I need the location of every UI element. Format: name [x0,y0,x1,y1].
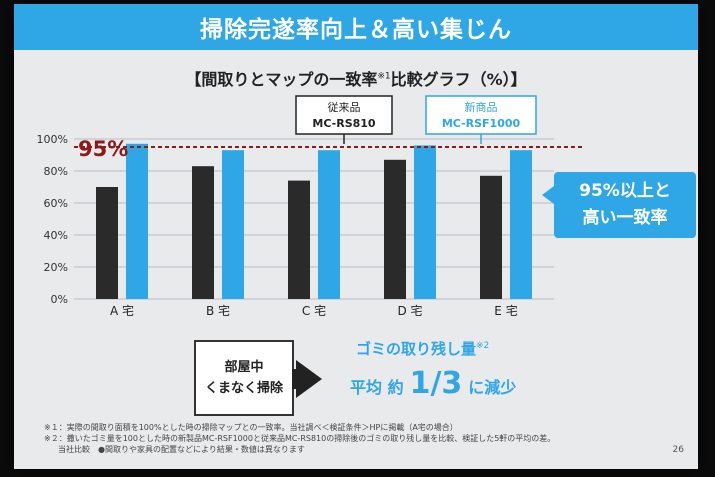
y-tick-label: 60% [44,197,68,210]
reduce-value: 1/3 [409,366,463,401]
x-tick-label: C 宅 [302,303,326,318]
feature-box: 部屋中 くまなく掃除 [194,340,294,416]
bar-new-model [222,150,244,299]
x-tick-label: D 宅 [397,303,422,318]
page-number: 26 [672,445,684,455]
footnote-2: ※２：撒いたゴミ量を100とした時の新製品MC-RSF1000と従来品MC-RS… [44,434,556,443]
bar-old-model [96,187,118,299]
chart-title-note: ※1 [377,71,391,82]
chart-title: 【間取りとマップの一致率※1比較グラフ（%）】 [14,66,698,90]
legend-old-model-line1: 従来品 [328,101,361,114]
y-tick-label: 20% [44,261,68,274]
callout-line2: 高い一致率 [582,208,668,228]
chart-title-tail: 比較グラフ（%）】 [390,70,527,89]
bar-new-model [510,150,532,299]
legend-old-model-line2: MC-RS810 [312,117,376,130]
bar-chart: 0% 20% 40% 60% 80% 100% A 宅 B 宅 C 宅 D 宅 E 宅 95% 従来品 M… [37,95,582,318]
reduce-text: 平均 約 1/3 に減少 [350,366,516,401]
slide-title: 掃除完遂率向上＆高い集じん [200,17,512,43]
y-tick-label: 100% [37,133,68,146]
callout-box: 95%以上と 高い一致率 [542,172,696,238]
footnote-3: 当社比較 ●間取りや家具の配置などにより結果・数値は異なります [58,445,305,454]
bar-old-model [192,166,214,299]
y-tick-label: 0% [51,293,68,306]
bar-old-model [480,175,502,299]
chart-title-main: 【間取りとマップの一致率 [185,70,378,89]
bar-new-model [414,145,436,299]
right-arrow-icon [296,360,322,398]
x-tick-label: E 宅 [494,303,517,318]
reduce-prefix: 平均 約 [350,378,404,397]
legend-old-model-box [295,95,393,135]
legend-new-model-line1: 新商品 [465,100,498,114]
slide: 掃除完遂率向上＆高い集じん 【間取りとマップの一致率※1比較グラフ（%）】 0%… [14,4,698,469]
footnote-1: ※１：実際の間取り面積を100%とした時の掃除マップとの一致率。当社調べ＜検証条… [44,423,458,432]
bar-old-model [384,159,406,299]
gomi-note: ※2 [476,341,490,351]
legend-new-model-line2: MC-RSF1000 [442,117,521,130]
title-bar: 掃除完遂率向上＆高い集じん [14,4,698,50]
x-tick-label: B 宅 [206,303,230,318]
reduce-suffix: に減少 [468,378,517,397]
gomi-label: ゴミの取り残し量※2 [356,338,489,359]
threshold-label: 95% [78,137,128,161]
feature-line1: 部屋中 [224,360,264,375]
y-tick-label: 80% [44,165,68,178]
feature-line2: くまなく掃除 [204,381,283,396]
footnotes: ※１：実際の間取り面積を100%とした時の掃除マップとの一致率。当社調べ＜検証条… [44,422,684,455]
gomi-text: ゴミの取り残し量 [356,340,477,358]
y-tick-label: 40% [44,229,68,242]
bar-new-model [126,143,148,299]
x-tick-label: A 宅 [110,303,134,318]
bar-old-model [288,180,310,299]
callout-line1: 95%以上と [579,181,671,201]
bar-new-model [318,150,340,299]
